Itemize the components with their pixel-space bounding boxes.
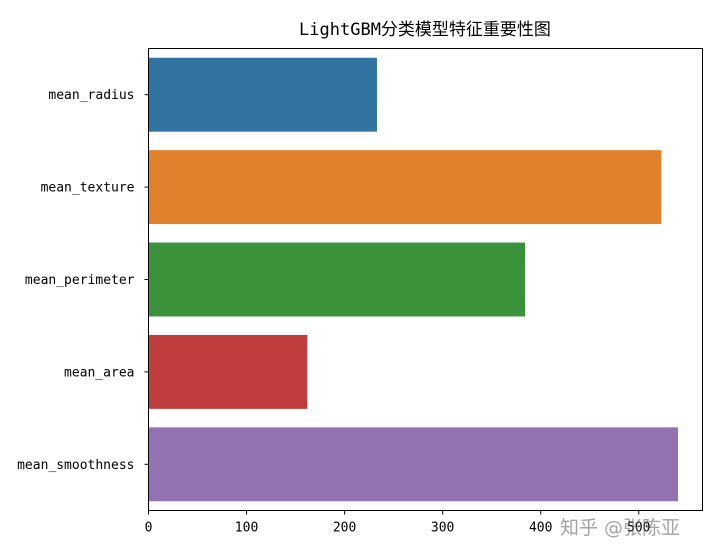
x-tick-label: 0: [145, 521, 153, 536]
chart-title: LightGBM分类模型特征重要性图: [299, 20, 551, 40]
plot-frame: [148, 48, 703, 511]
y-tick-label: mean_area: [64, 365, 134, 380]
bars-group: [148, 57, 678, 502]
bar-mean-radius: [148, 57, 377, 132]
bar-mean-perimeter: [148, 242, 526, 317]
x-tick-label: 400: [529, 521, 552, 536]
y-tick-label: mean_smoothness: [17, 458, 134, 473]
bar-mean-area: [148, 334, 308, 409]
y-axis: mean_radius mean_texture mean_perimetermea…: [17, 88, 149, 473]
x-tick-label: 100: [235, 521, 258, 536]
x-tick-label: 500: [627, 521, 650, 536]
watermark: 知乎 @张陈亚: [560, 517, 681, 539]
y-tick-label: mean_texture: [41, 181, 135, 196]
x-axis: 0 100 200 300 400 500: [145, 510, 651, 536]
bar-mean-texture: [148, 150, 662, 225]
y-tick-label: mean_radius: [48, 88, 134, 103]
y-tick-label: mean_perimeter: [25, 273, 135, 288]
bar-mean-smoothness: [148, 427, 678, 502]
x-tick-label: 300: [431, 521, 454, 536]
x-tick-label: 200: [333, 521, 356, 536]
